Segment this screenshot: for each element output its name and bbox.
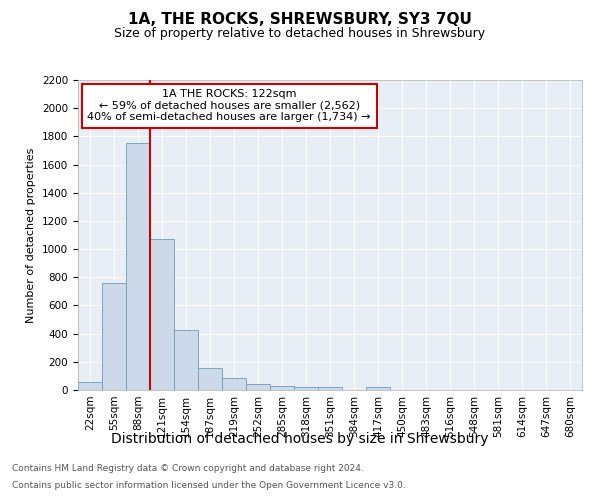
Bar [318,387,342,390]
Bar [150,238,174,390]
Bar [366,387,390,390]
Bar [222,378,246,390]
Bar [102,283,126,390]
Text: Distribution of detached houses by size in Shrewsbury: Distribution of detached houses by size … [111,432,489,446]
Bar [174,330,198,390]
Y-axis label: Number of detached properties: Number of detached properties [26,148,37,322]
Text: Contains HM Land Registry data © Crown copyright and database right 2024.: Contains HM Land Registry data © Crown c… [12,464,364,473]
Bar [126,144,150,390]
Bar [198,368,222,390]
Bar [246,384,270,390]
Text: 1A THE ROCKS: 122sqm
← 59% of detached houses are smaller (2,562)
40% of semi-de: 1A THE ROCKS: 122sqm ← 59% of detached h… [88,90,371,122]
Text: 1A, THE ROCKS, SHREWSBURY, SY3 7QU: 1A, THE ROCKS, SHREWSBURY, SY3 7QU [128,12,472,28]
Bar [294,387,318,390]
Bar [78,382,102,390]
Text: Contains public sector information licensed under the Open Government Licence v3: Contains public sector information licen… [12,481,406,490]
Text: Size of property relative to detached houses in Shrewsbury: Size of property relative to detached ho… [115,28,485,40]
Bar [270,386,294,390]
